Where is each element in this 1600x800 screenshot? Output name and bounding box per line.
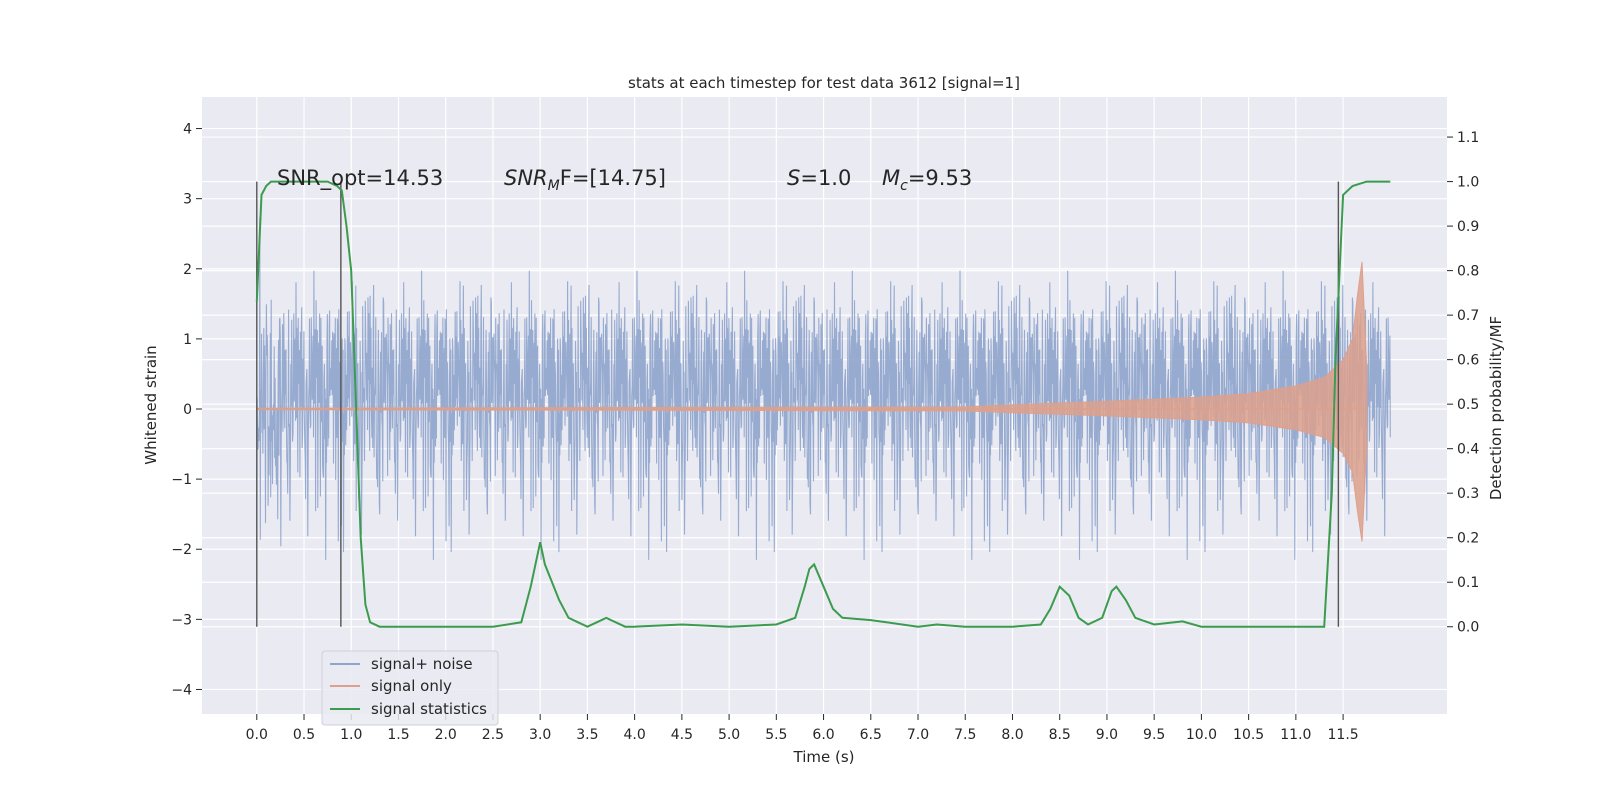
x-tick-label: 8.0 <box>1001 727 1023 743</box>
y-tick-label: 0 <box>183 402 192 418</box>
x-tick-label: 6.5 <box>860 727 882 743</box>
x-tick-label: 1.0 <box>340 727 362 743</box>
y2-tick-label: 0.1 <box>1457 575 1479 591</box>
y2-tick-label: 0.3 <box>1457 486 1479 502</box>
y2-tick-label: 1.0 <box>1457 175 1479 191</box>
annotation-snr-mf-symbol: SNR <box>504 166 548 190</box>
legend-label-signal: signal only <box>371 677 452 695</box>
y-ticks: 4 3 2 1 0 −1 −2 −3 −4 <box>171 122 202 698</box>
y-tick-label: −3 <box>171 612 192 628</box>
annotation-s-symbol: S <box>787 166 800 190</box>
annotation-s-value: =1.0 <box>800 166 851 190</box>
y2-tick-label: 0.6 <box>1457 353 1479 369</box>
y-tick-label: 1 <box>183 332 192 348</box>
y2-tick-label: 0.9 <box>1457 219 1479 235</box>
x-ticks: 0.0 0.5 1.0 1.5 2.0 2.5 3.0 3.5 4.0 4.5 5.0 5.5 6.0 6… <box>246 714 1359 743</box>
y2-tick-label: 0.0 <box>1457 620 1479 636</box>
annotation-snr-mf-value: F=[14.75] <box>560 166 666 190</box>
x-tick-label: 4.5 <box>671 727 693 743</box>
x-tick-label: 7.5 <box>954 727 976 743</box>
signal-statistics-line <box>255 180 1391 628</box>
x-axis-label: Time (s) <box>793 748 855 766</box>
y-axis-label: Whitened strain <box>142 345 160 464</box>
signal-only-series <box>256 261 1368 542</box>
x-tick-label: 6.0 <box>812 727 834 743</box>
y2-ticks: 1.1 1.0 0.9 0.8 0.7 0.6 0.5 0.4 0.3 0.2 0.1 0.0 <box>1447 130 1479 636</box>
x-tick-label: 10.0 <box>1186 727 1217 743</box>
y-tick-label: 2 <box>183 262 192 278</box>
x-tick-label: 3.0 <box>529 727 551 743</box>
annotation-mc-value: =9.53 <box>908 166 972 190</box>
annotation-snr-opt: SNR_opt=14.53 <box>277 166 443 191</box>
y2-tick-label: 0.7 <box>1457 308 1479 324</box>
annotation-mc: Mc=9.53 <box>882 166 972 194</box>
x-tick-label: 0.0 <box>246 727 268 743</box>
x-tick-label: 0.5 <box>293 727 315 743</box>
chart-title: stats at each timestep for test data 361… <box>628 74 1020 92</box>
annotation-snr-mf: SNRMF=[14.75] <box>504 166 666 194</box>
y2-tick-label: 1.1 <box>1457 130 1479 146</box>
x-tick-label: 9.0 <box>1096 727 1118 743</box>
x-tick-label: 8.5 <box>1049 727 1071 743</box>
noise-series <box>256 217 1391 560</box>
x-tick-label: 3.5 <box>576 727 598 743</box>
vertical-markers <box>256 181 1340 627</box>
legend: signal+ noise signal only signal statist… <box>321 650 499 726</box>
x-tick-label: 11.5 <box>1328 727 1359 743</box>
y-tick-label: 4 <box>183 122 192 138</box>
x-tick-label: 1.5 <box>387 727 409 743</box>
y-tick-label: 3 <box>183 192 192 208</box>
y2-tick-label: 0.2 <box>1457 531 1479 547</box>
y2-tick-label: 0.5 <box>1457 397 1479 413</box>
x-tick-label: 10.5 <box>1233 727 1264 743</box>
y-tick-label: −2 <box>171 542 192 558</box>
signal-plus-noise-line <box>256 217 1391 560</box>
x-tick-label: 2.0 <box>435 727 457 743</box>
legend-label-stats: signal statistics <box>371 700 487 718</box>
x-tick-label: 11.0 <box>1280 727 1311 743</box>
annotation-snr-mf-subscript: M <box>548 178 560 194</box>
y2-tick-label: 0.8 <box>1457 264 1479 280</box>
x-tick-label: 4.0 <box>623 727 645 743</box>
x-tick-label: 9.5 <box>1143 727 1165 743</box>
x-tick-label: 2.5 <box>482 727 504 743</box>
grid <box>202 97 1447 714</box>
legend-box <box>321 650 499 726</box>
x-tick-label: 7.0 <box>907 727 929 743</box>
legend-label-noise: signal+ noise <box>371 655 473 673</box>
y-tick-label: −1 <box>171 472 192 488</box>
signal-statistics-series <box>255 180 1391 628</box>
y-tick-label: −4 <box>171 682 192 698</box>
y2-tick-label: 0.4 <box>1457 442 1479 458</box>
x-tick-label: 5.0 <box>718 727 740 743</box>
annotation-s: S=1.0 <box>787 166 851 190</box>
annotation-mc-symbol: M <box>882 166 900 190</box>
annotation-mc-subscript: c <box>900 178 908 194</box>
x-tick-label: 5.5 <box>765 727 787 743</box>
signal-only-area <box>256 261 1368 542</box>
y2-axis-label: Detection probability/MF <box>1487 316 1505 500</box>
